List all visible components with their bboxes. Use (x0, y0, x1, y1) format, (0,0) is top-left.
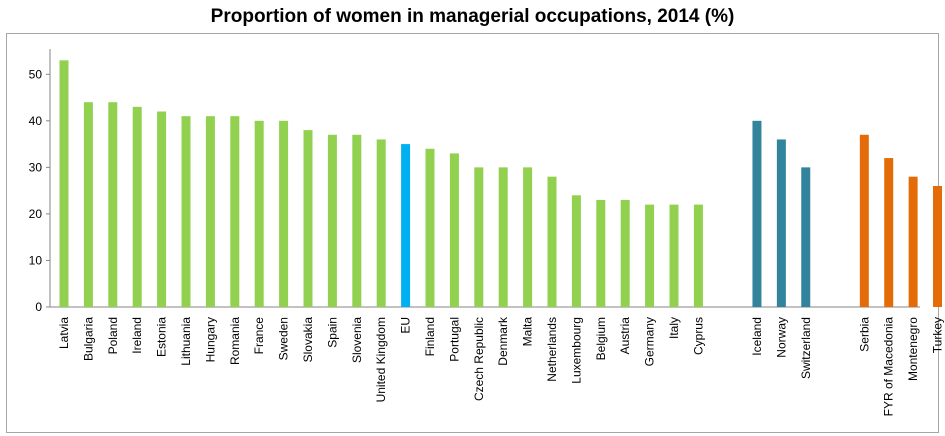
bar-eu (401, 144, 411, 307)
bar-finland (425, 148, 435, 307)
x-tick-label-romania: Romania (228, 317, 242, 365)
x-tick-label-eu: EU (399, 317, 413, 334)
bar-slovenia (352, 134, 362, 307)
bar-germany (645, 204, 655, 307)
x-tick-label-poland: Poland (106, 317, 120, 354)
x-tick-label-portugal: Portugal (447, 317, 461, 362)
y-tick-label: 20 (29, 207, 43, 221)
bar-romania (230, 116, 240, 307)
bar-serbia (859, 134, 869, 307)
y-tick-label: 0 (35, 300, 42, 314)
x-tick-label-ireland: Ireland (130, 317, 144, 354)
bar-sweden (279, 120, 289, 308)
x-tick-label-spain: Spain (325, 317, 339, 348)
x-tick-label-germany: Germany (643, 317, 657, 366)
bar-iceland (752, 120, 762, 308)
x-tick-label-hungary: Hungary (203, 317, 217, 362)
x-tick-label-estonia: Estonia (155, 317, 169, 357)
x-tick-label-iceland: Iceland (750, 317, 764, 356)
bar-switzerland (801, 167, 811, 307)
y-tick-label: 50 (29, 67, 43, 81)
bar-malta (523, 167, 533, 307)
bar-lithuania (181, 116, 191, 307)
x-tick-label-czech-republic: Czech Republic (472, 317, 486, 401)
x-tick-label-netherlands: Netherlands (545, 317, 559, 382)
bar-bulgaria (83, 102, 93, 307)
chart-title: Proportion of women in managerial occupa… (210, 6, 735, 27)
bar-portugal (449, 153, 459, 307)
x-tick-label-finland: Finland (423, 317, 437, 356)
bar-austria (620, 199, 630, 307)
x-tick-label-slovenia: Slovenia (350, 317, 364, 363)
bar-ireland (132, 106, 142, 307)
x-tick-label-austria: Austria (618, 317, 632, 355)
bar-poland (108, 102, 118, 307)
bar-slovakia (303, 130, 313, 307)
y-tick-label: 40 (29, 114, 43, 128)
y-tick-label: 30 (29, 160, 43, 174)
bar-france (254, 120, 264, 308)
x-tick-label-montenegro: Montenegro (906, 317, 920, 381)
bar-montenegro (908, 176, 918, 307)
bar-hungary (205, 116, 215, 307)
x-tick-label-france: France (252, 317, 266, 355)
bar-denmark (498, 167, 508, 307)
x-tick-label-serbia: Serbia (857, 317, 871, 352)
x-tick-label-cyprus: Cyprus (691, 317, 705, 355)
bar-czech-republic (474, 167, 484, 307)
x-tick-label-denmark: Denmark (496, 316, 510, 366)
x-tick-label-malta: Malta (521, 317, 535, 347)
bar-estonia (157, 111, 167, 307)
x-tick-label-sweden: Sweden (277, 317, 291, 360)
y-tick-label: 10 (29, 253, 43, 267)
x-tick-label-belgium: Belgium (594, 317, 608, 360)
x-tick-label-united-kingdom: United Kingdom (374, 317, 388, 402)
x-tick-label-luxembourg: Luxembourg (569, 317, 583, 384)
x-tick-label-lithuania: Lithuania (179, 317, 193, 366)
x-tick-label-fyr-of-macedonia: FYR of Macedonia (882, 317, 896, 417)
x-tick-label-slovakia: Slovakia (301, 317, 315, 363)
bar-united-kingdom (376, 139, 386, 307)
bar-latvia (59, 60, 69, 308)
bar-luxembourg (571, 195, 581, 307)
bar-italy (669, 204, 679, 307)
bar-belgium (596, 199, 606, 307)
x-tick-label-bulgaria: Bulgaria (81, 317, 95, 361)
bar-fyr-of-macedonia (884, 158, 894, 307)
bar-turkey (933, 185, 943, 307)
bar-netherlands (547, 176, 557, 307)
bar-cyprus (693, 204, 703, 307)
bar-norway (776, 139, 786, 307)
bar-spain (327, 134, 337, 307)
x-tick-label-switzerland: Switzerland (799, 317, 813, 379)
x-tick-label-latvia: Latvia (57, 317, 71, 349)
x-tick-label-norway: Norway (774, 317, 788, 358)
x-tick-label-turkey: Turkey (931, 317, 945, 353)
x-tick-label-italy: Italy (667, 317, 681, 339)
